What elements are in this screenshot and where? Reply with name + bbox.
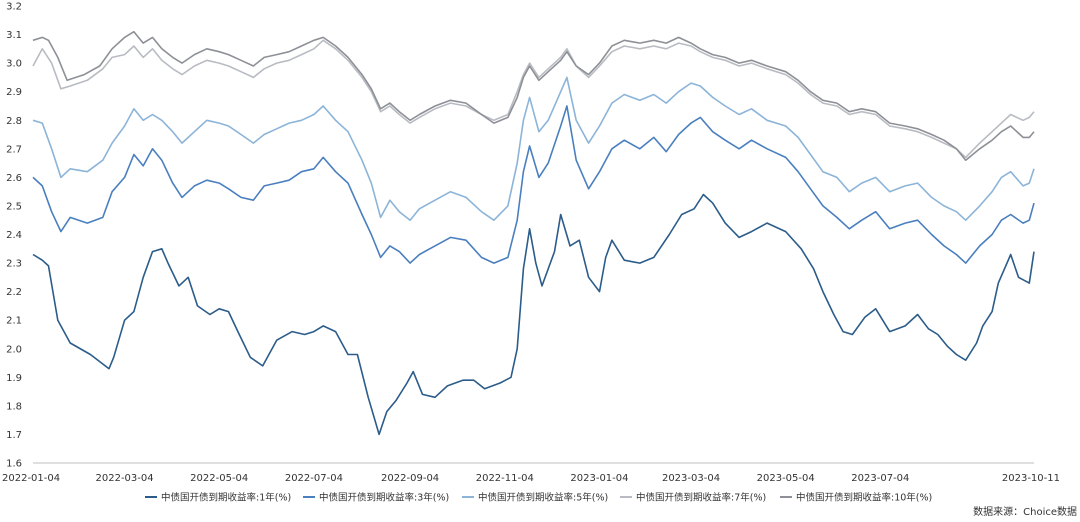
- y-tick-label: 2.1: [6, 316, 22, 327]
- source-note: 数据来源：Choice数据: [973, 505, 1077, 518]
- y-tick-label: 1.6: [6, 459, 22, 470]
- y-tick-label: 2.2: [6, 287, 22, 298]
- y-tick-label: 3.2: [6, 2, 22, 13]
- x-tick-label: 2023-05-04: [757, 473, 815, 484]
- series-line-4: [32, 39, 1035, 159]
- x-tick-label: 2023-10-11: [1002, 473, 1060, 484]
- x-tick-label: 2022-05-04: [190, 473, 248, 484]
- x-tick-label: 2022-01-04: [2, 473, 60, 484]
- legend: 中债国开债到期收益率:1年(%) 中债国开债到期收益率:3年(%) 中债国开债到期收…: [145, 492, 932, 504]
- x-tick-label: 2023-01-04: [570, 473, 628, 484]
- y-tick-label: 2.7: [6, 144, 22, 155]
- x-tick-label: 2023-07-04: [851, 473, 909, 484]
- y-tick-label: 1.7: [6, 430, 22, 441]
- y-axis: 1.6 1.7 1.8 1.9 2.0 2.1 2.2 2.3 2.4 2.5 2.6 2.7 2.8 2…: [6, 2, 22, 470]
- y-tick-label: 1.9: [6, 373, 22, 384]
- x-tick-label: 2023-03-04: [662, 473, 720, 484]
- series-line-5: [32, 30, 1035, 161]
- y-tick-label: 2.0: [6, 344, 22, 355]
- y-tick-label: 1.8: [6, 401, 22, 412]
- x-tick-label: 2022-03-04: [96, 473, 154, 484]
- y-tick-label: 2.9: [6, 87, 22, 98]
- x-axis: 2022-01-04 2022-03-04 2022-05-04 2022-07-04…: [2, 473, 1060, 484]
- legend-label-2: 中债国开债到期收益率:3年(%): [319, 492, 449, 504]
- legend-label-1: 中债国开债到期收益率:1年(%): [161, 492, 291, 504]
- x-tick-label: 2022-09-04: [381, 473, 439, 484]
- y-tick-label: 2.4: [6, 230, 22, 241]
- y-tick-label: 3.0: [6, 59, 22, 70]
- series-lines: [32, 30, 1035, 436]
- legend-label-5: 中债国开债到期收益率:10年(%): [796, 492, 932, 504]
- legend-label-4: 中债国开债到期收益率:7年(%): [636, 492, 766, 504]
- y-tick-label: 2.6: [6, 173, 22, 184]
- x-tick-label: 2022-11-04: [476, 473, 534, 484]
- series-line-1: [32, 193, 1035, 436]
- legend-label-3: 中债国开债到期收益率:5年(%): [478, 492, 608, 504]
- y-tick-label: 2.3: [6, 259, 22, 270]
- y-tick-label: 2.5: [6, 201, 22, 212]
- x-tick-label: 2022-07-04: [285, 473, 343, 484]
- series-line-3: [32, 76, 1035, 221]
- y-tick-label: 3.1: [6, 30, 22, 41]
- y-tick-label: 2.8: [6, 116, 22, 127]
- series-line-2: [32, 105, 1035, 264]
